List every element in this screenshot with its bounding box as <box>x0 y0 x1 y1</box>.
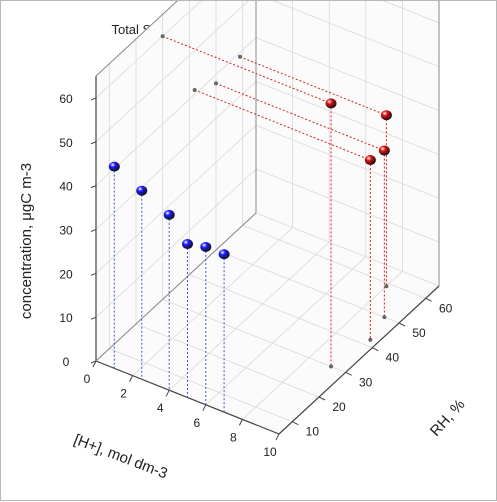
data-point <box>182 239 193 250</box>
y-tick-label: 60 <box>439 301 453 315</box>
grid-line <box>255 37 440 111</box>
grid-line <box>205 256 367 406</box>
z-tick-label: 40 <box>59 180 73 194</box>
grid-line <box>273 1 440 68</box>
z-tick-label: 50 <box>59 136 73 150</box>
z-tick-label: 0 <box>63 355 70 369</box>
data-point <box>218 249 230 260</box>
y-tick-mark <box>345 371 352 376</box>
y-tick-mark <box>372 347 379 352</box>
y-tick-label: 50 <box>412 326 426 340</box>
x-tick-mark <box>275 433 280 441</box>
x-tick-label: 8 <box>230 430 237 444</box>
data-point <box>325 98 337 109</box>
grid-line <box>255 168 440 243</box>
x-tick-label: 10 <box>263 445 277 459</box>
grid-line <box>189 274 373 349</box>
x-tick-label: 2 <box>120 387 127 401</box>
grid-line <box>135 323 320 398</box>
grid-line <box>168 241 330 391</box>
data-point <box>364 155 376 166</box>
y-tick-mark <box>318 396 326 401</box>
grid-line <box>255 124 440 199</box>
y-tick-mark <box>292 421 299 426</box>
tick-labels: 0 10 20 30 40 50 60 0 2 4 6 8 10 10 20 30 40 50 60 <box>59 92 452 459</box>
x-tick-mark <box>129 375 134 382</box>
z-tick-label: 20 <box>59 267 73 281</box>
data-point <box>108 161 120 172</box>
x-axis-label: [H+], mol dm-3 <box>71 431 169 482</box>
y-tick-mark <box>398 322 406 327</box>
z-tick-mark <box>90 97 97 101</box>
grid-line <box>95 37 257 186</box>
z-tick-mark <box>90 228 97 232</box>
y-tick-label: 30 <box>359 375 373 389</box>
floor-point <box>382 315 387 320</box>
grid-line <box>109 348 293 423</box>
grid-line <box>215 249 400 324</box>
grid-line <box>95 81 257 230</box>
x-tick-mark <box>165 389 170 397</box>
box-edge <box>95 212 257 362</box>
projection-point <box>160 34 165 39</box>
grid-line <box>95 1 202 99</box>
x-tick-label: 6 <box>193 416 200 430</box>
z-axis-label: concentration, μgC m-3 <box>18 163 35 319</box>
projection-line <box>194 89 371 161</box>
floor-point <box>368 337 373 342</box>
y-axis-label: RH, % <box>427 396 469 440</box>
x-tick-label: 4 <box>157 401 164 415</box>
z-tick-mark <box>90 272 97 276</box>
grid-line <box>95 168 257 318</box>
z-tick-mark <box>90 185 97 189</box>
y-tick-label: 40 <box>386 351 400 365</box>
floor-point <box>329 364 334 369</box>
grid-line <box>132 227 293 376</box>
grid-line <box>255 212 440 287</box>
grid-line <box>255 81 440 155</box>
data-point <box>136 185 148 196</box>
projection-point <box>214 81 218 86</box>
y-tick-mark <box>425 297 432 302</box>
z-tick-label: 10 <box>59 311 73 325</box>
z-tick-label: 30 <box>59 223 73 237</box>
data-point <box>378 145 390 156</box>
data-point <box>380 110 392 121</box>
y-tick-label: 20 <box>332 400 346 414</box>
grid-line <box>95 1 249 143</box>
z-tick-label: 60 <box>59 92 73 106</box>
grid-line <box>382 1 440 24</box>
back-wall <box>256 1 439 286</box>
z-tick-mark <box>90 316 97 320</box>
z-tick-mark <box>90 141 97 145</box>
x-tick-label: 0 <box>84 372 91 386</box>
data-points <box>108 98 392 260</box>
x-tick-mark <box>202 404 207 412</box>
z-tick-mark <box>90 360 97 364</box>
grid-line <box>95 125 257 274</box>
x-tick-mark <box>238 419 243 426</box>
x-tick-mark <box>92 360 97 368</box>
projection-point <box>238 54 242 59</box>
y-tick-label: 10 <box>306 425 320 439</box>
data-point <box>200 241 212 252</box>
data-point <box>163 209 175 220</box>
drop-lines <box>113 34 389 413</box>
grid-line <box>242 224 426 299</box>
grid-line <box>242 271 403 420</box>
floor-point <box>384 284 389 289</box>
projection-point <box>192 87 197 92</box>
grid-line <box>162 298 346 373</box>
box-edge <box>95 1 178 77</box>
y-axis-line <box>278 285 440 435</box>
